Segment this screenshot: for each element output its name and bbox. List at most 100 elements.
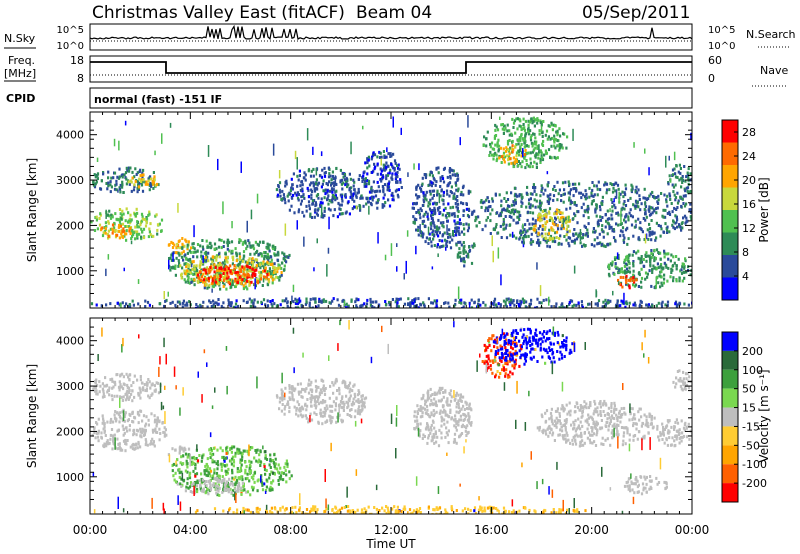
power-cell-12 — [514, 131, 517, 135]
power-speckle — [169, 122, 172, 128]
velocity-cell-0 — [135, 442, 138, 446]
power-cell-14 — [621, 230, 624, 234]
power-cell-14 — [615, 222, 618, 226]
power-cell-10 — [427, 217, 430, 221]
power-cell-10 — [462, 193, 465, 197]
power-cell-14 — [560, 199, 563, 203]
power-cell-14 — [505, 191, 508, 195]
velocity-cell-0 — [150, 442, 153, 446]
power-cell-14 — [500, 204, 503, 208]
power-cell-0 — [160, 218, 164, 222]
power-cell-12 — [529, 157, 532, 161]
power-cell-7 — [247, 265, 250, 269]
power-cell-19 — [222, 301, 225, 305]
power-cell-10 — [450, 213, 454, 217]
velocity-cell-4 — [237, 489, 240, 493]
velocity-cell-3 — [216, 493, 219, 497]
power-cell-11 — [463, 260, 466, 264]
velocity-cell-3 — [215, 471, 219, 475]
power-cell-14 — [531, 217, 535, 221]
power-cell-5 — [242, 250, 246, 254]
power-cell-7 — [226, 274, 229, 278]
power-cell-12 — [506, 142, 510, 146]
power-cell-10 — [456, 214, 459, 218]
velocity-cell-3 — [244, 468, 247, 472]
velocity-cell-0 — [135, 433, 138, 437]
power-cell-5 — [271, 269, 274, 273]
power-cell-8 — [314, 201, 317, 205]
power-cell-10 — [424, 224, 427, 228]
power-cell-8 — [330, 187, 334, 191]
velocity-cell-3 — [239, 460, 242, 464]
power-cell-14 — [599, 188, 602, 192]
power-cell-6 — [226, 255, 229, 259]
power-cell-14 — [484, 206, 488, 210]
power-cell-13 — [502, 157, 505, 161]
power-cell-0 — [136, 225, 139, 229]
power-cell-14 — [613, 203, 616, 207]
power-cell-14 — [518, 194, 521, 198]
power-cell-8 — [316, 183, 319, 187]
power-speckle — [117, 189, 119, 193]
power-cell-14 — [655, 236, 658, 240]
power-cell-6 — [206, 277, 209, 281]
power-cell-14 — [509, 211, 512, 215]
power-cell-14 — [585, 208, 588, 212]
power-cell-10 — [422, 214, 425, 218]
power-cell-19 — [535, 306, 539, 308]
power-cell-14 — [634, 199, 638, 203]
power-cell-16 — [614, 265, 617, 269]
power-cell-5 — [249, 252, 252, 256]
power-cell-9 — [371, 170, 374, 174]
power-cell-9 — [381, 205, 384, 209]
power-cell-8 — [338, 203, 341, 207]
power-cell-5 — [200, 255, 203, 259]
power-cell-14 — [563, 188, 566, 192]
velocity-cell-3 — [218, 474, 221, 478]
power-cell-5 — [224, 259, 227, 263]
power-cell-7 — [239, 270, 242, 274]
power-cell-8 — [330, 178, 333, 182]
power-cell-14 — [668, 192, 671, 196]
power-cell-19 — [477, 304, 480, 308]
power-cell-19 — [317, 304, 320, 308]
power-cell-12 — [537, 152, 540, 156]
power-cell-14 — [515, 221, 518, 225]
power-cell-19 — [678, 302, 682, 306]
power-cell-16 — [650, 249, 653, 252]
power-cell-12 — [532, 142, 535, 146]
power-cell-14 — [627, 198, 630, 202]
power-cell-2 — [135, 173, 138, 176]
power-cell-14 — [599, 218, 603, 222]
velocity-cell-0 — [144, 422, 148, 426]
velocity-cell-1 — [139, 388, 142, 392]
power-cell-12 — [553, 155, 556, 159]
power-cell-8 — [332, 214, 335, 218]
power-cell-8 — [335, 189, 338, 193]
power-cell-5 — [185, 262, 188, 266]
power-cell-19 — [427, 297, 430, 301]
power-cell-19 — [504, 303, 507, 307]
power-cell-14 — [512, 234, 515, 238]
power-cell-10 — [434, 230, 437, 234]
power-cell-14 — [573, 241, 576, 245]
power-cell-14 — [630, 183, 633, 187]
power-cell-10 — [449, 206, 452, 210]
velocity-cell-3 — [249, 446, 252, 450]
power-cell-5 — [277, 276, 280, 280]
power-cell-19 — [164, 299, 167, 303]
power-cell-16 — [656, 275, 659, 279]
power-cell-8 — [284, 180, 287, 184]
power-cell-0 — [135, 207, 138, 211]
power-cell-9 — [371, 198, 374, 202]
power-cell-9 — [366, 157, 369, 161]
power-cell-19 — [477, 302, 480, 306]
power-cell-10 — [420, 209, 423, 213]
power-cell-8 — [336, 196, 339, 200]
power-cell-9 — [397, 163, 400, 167]
power-cell-8 — [351, 194, 354, 198]
power-cell-14 — [606, 221, 609, 225]
power-cell-8 — [304, 173, 307, 177]
power-cell-18 — [674, 172, 677, 176]
power-cell-14 — [591, 200, 594, 203]
